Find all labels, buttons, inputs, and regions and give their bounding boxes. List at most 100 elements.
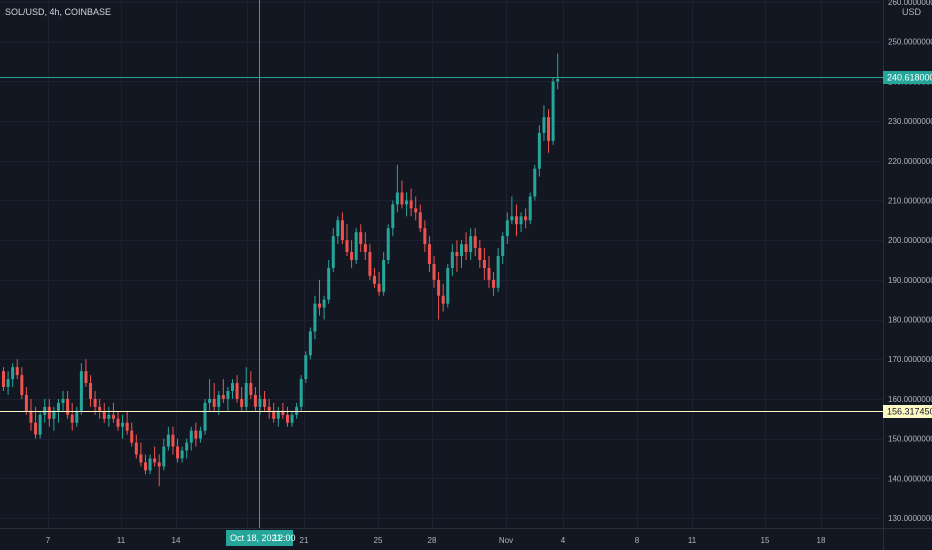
candle-body [217,394,221,407]
candle-body [340,220,344,241]
candle-body [409,200,413,209]
candle-body [6,379,10,388]
candle-body [180,450,184,459]
candle-body [542,117,546,133]
candle-body [29,410,33,423]
candle-body [189,430,193,443]
candle-body [166,434,170,447]
candle-body [208,398,212,403]
candle-body [295,406,299,415]
candle-body [212,398,216,407]
candle-body [395,192,399,205]
candle-body [363,244,367,253]
candle-body [253,394,257,407]
candle-body [331,236,335,268]
candle-body [405,200,409,205]
candle-body [350,252,354,260]
candle-body [473,236,477,249]
time-tick-label: 21 [300,536,309,545]
candle-body [551,81,555,141]
candle-body [148,458,152,471]
price-tick-label: 230.00000000 [888,117,932,126]
candle-body [327,267,331,300]
price-tick-label: 200.00000000 [888,236,932,245]
candle-body [34,422,38,435]
price-tick-label: 250.00000000 [888,38,932,47]
candle-body [116,418,120,427]
candle-body [418,212,422,229]
candle-body [533,168,537,197]
candle-body [290,414,294,423]
price-tick-label: 140.00000000 [888,474,932,483]
candle-body [171,434,175,447]
candle-body [496,256,500,288]
candle-body [24,394,28,411]
currency-label: USD [902,7,922,17]
candle-body [107,414,111,419]
candle-body [313,303,317,332]
candle-body [285,414,289,423]
candle-body [478,248,482,260]
candle-body [235,383,239,399]
candle-body [524,216,528,221]
candle-body [272,410,276,419]
candle-body [514,216,518,225]
candle-body [460,244,463,257]
candle-body [372,275,376,284]
candle-body [528,196,532,221]
candle-body [66,398,70,415]
candle-body [281,410,285,415]
candle-body [299,379,303,407]
candle-body [322,299,326,308]
time-tick-label: 18 [817,536,826,545]
candle-body [98,406,102,411]
candle-body [43,406,47,415]
candle-body [11,367,15,380]
time-tick-label: 28 [428,536,437,545]
crosshair-time-label: 12:00 [273,533,296,543]
candle-body [47,406,51,419]
candle-body [20,375,24,395]
symbol-title: SOL/USD, 4h, COINBASE [5,7,111,17]
candle-body [226,390,230,399]
price-tick-label: 160.00000000 [888,395,932,404]
candle-body [162,446,166,467]
price-tick-label: 170.00000000 [888,355,932,364]
candle-body [176,446,180,459]
candle-body [423,228,427,245]
last-price-label: 240.61800000 [887,73,932,83]
crosshair-date-label: Oct 18, 2021 [230,533,282,543]
candle-body [354,232,358,260]
candle-body [93,398,97,407]
crosshair-date-badge [226,530,293,546]
candle-body [111,414,115,419]
candle-body [464,244,468,253]
candle-body [185,442,189,451]
candle-body [15,367,19,376]
candle-body [427,244,431,264]
candle-body [359,232,363,245]
candle-body [61,398,65,403]
candle-body [121,422,125,427]
candle-body [84,371,88,384]
candle-body [52,410,56,419]
candles [2,53,560,487]
time-tick-label: 4 [561,536,566,545]
candle-body [547,117,551,141]
candle-body [537,132,541,169]
candle-body [203,402,207,431]
candle-body [455,252,459,257]
candle-body [221,394,225,399]
candle-body [432,263,436,280]
candle-body [198,430,202,439]
time-tick-label: Nov [499,536,513,545]
candle-body [276,410,280,419]
candle-body [446,267,450,304]
candle-body [153,458,157,463]
price-tick-label: 180.00000000 [888,316,932,325]
candle-body [244,383,248,407]
candle-body [56,402,60,411]
candle-body [125,422,129,431]
time-tick-label: 14 [172,536,181,545]
